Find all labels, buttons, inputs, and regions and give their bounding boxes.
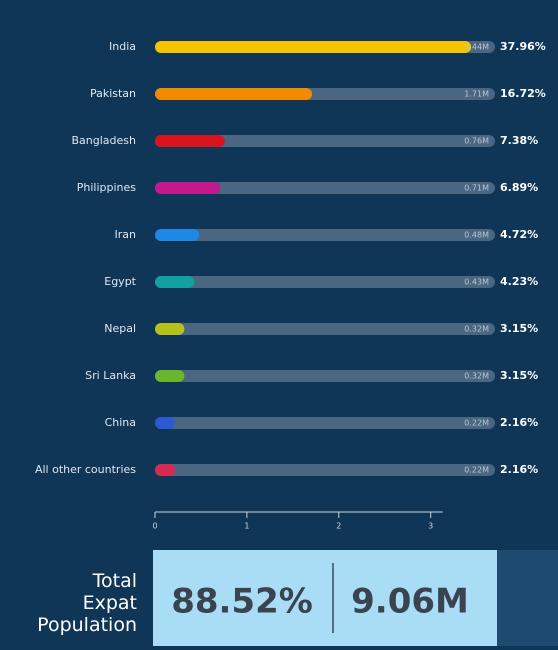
share-label: 3.15% bbox=[500, 369, 538, 382]
bar bbox=[155, 182, 221, 194]
share-label: 4.23% bbox=[500, 275, 538, 288]
bar-track bbox=[155, 135, 495, 147]
bar-track bbox=[155, 370, 495, 382]
value-label: 3.44M bbox=[464, 43, 489, 52]
bar bbox=[155, 464, 176, 476]
category-label: India bbox=[109, 40, 136, 53]
value-label: 0.48M bbox=[464, 231, 489, 240]
value-label: 0.76M bbox=[464, 137, 489, 146]
value-label: 0.22M bbox=[464, 466, 489, 475]
side-box bbox=[497, 550, 558, 646]
share-label: 2.16% bbox=[500, 416, 538, 429]
x-tick-label: 1 bbox=[244, 522, 249, 531]
total-value: 9.06M bbox=[351, 582, 469, 622]
x-tick-label: 0 bbox=[152, 522, 157, 531]
bar bbox=[155, 41, 472, 53]
bar bbox=[155, 370, 185, 382]
bar-track bbox=[155, 323, 495, 335]
category-label: Philippines bbox=[77, 181, 137, 194]
category-label: China bbox=[105, 416, 136, 429]
total-label: Total Expat Population bbox=[37, 570, 137, 636]
bar-track bbox=[155, 417, 495, 429]
bar bbox=[155, 229, 200, 241]
x-tick-label: 2 bbox=[336, 522, 341, 531]
value-label: 1.71M bbox=[464, 90, 489, 99]
bar-track bbox=[155, 276, 495, 288]
category-label: Iran bbox=[115, 228, 137, 241]
total-box bbox=[153, 550, 497, 646]
bar bbox=[155, 88, 313, 100]
bar-track bbox=[155, 464, 495, 476]
value-label: 0.32M bbox=[464, 372, 489, 381]
share-label: 6.89% bbox=[500, 181, 538, 194]
category-label: Bangladesh bbox=[72, 134, 137, 147]
bar bbox=[155, 135, 225, 147]
share-label: 16.72% bbox=[500, 87, 546, 100]
category-label: Pakistan bbox=[90, 87, 136, 100]
bar bbox=[155, 276, 195, 288]
bar bbox=[155, 417, 176, 429]
value-label: 0.71M bbox=[464, 184, 489, 193]
category-label: Sri Lanka bbox=[85, 369, 136, 382]
bar-track bbox=[155, 229, 495, 241]
total-share: 88.52% bbox=[171, 582, 313, 622]
share-label: 4.72% bbox=[500, 228, 538, 241]
bar bbox=[155, 323, 185, 335]
share-label: 7.38% bbox=[500, 134, 538, 147]
value-label: 0.32M bbox=[464, 325, 489, 334]
bar-track bbox=[155, 182, 495, 194]
category-label: Nepal bbox=[104, 322, 136, 335]
value-label: 0.22M bbox=[464, 419, 489, 428]
value-label: 0.43M bbox=[464, 278, 489, 287]
category-label: Egypt bbox=[104, 275, 136, 288]
share-label: 37.96% bbox=[500, 40, 546, 53]
x-tick-label: 3 bbox=[428, 522, 433, 531]
share-label: 3.15% bbox=[500, 322, 538, 335]
share-label: 2.16% bbox=[500, 463, 538, 476]
category-label: All other countries bbox=[35, 463, 136, 476]
